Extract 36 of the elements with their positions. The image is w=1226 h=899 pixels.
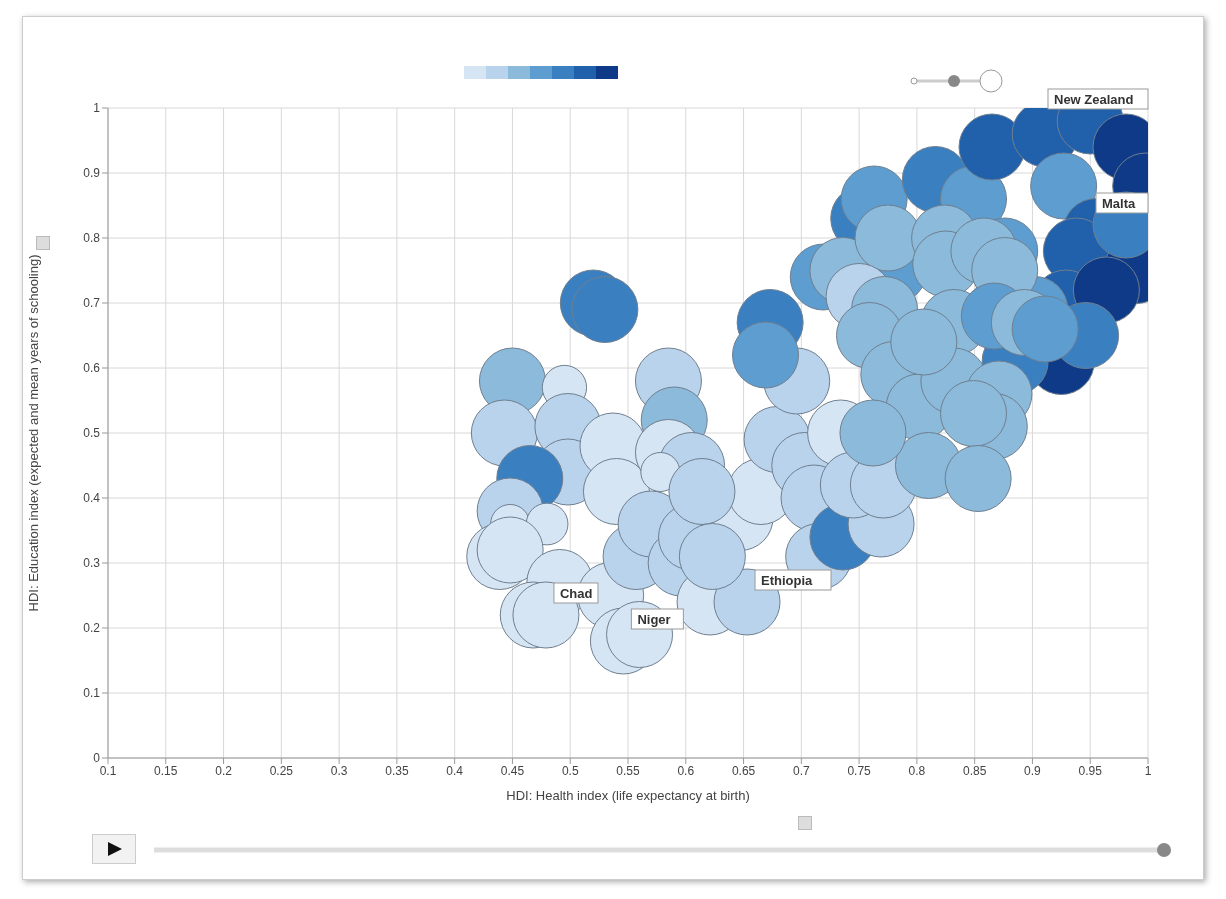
x-tick-label: 0.9 bbox=[1024, 763, 1042, 778]
y-tick-label: 1 bbox=[93, 101, 101, 116]
y-tick-label: 0.7 bbox=[83, 296, 101, 311]
x-tick-label: 0.35 bbox=[385, 763, 409, 778]
x-tick-label: 0.25 bbox=[269, 763, 294, 778]
x-tick-label: 0.3 bbox=[330, 763, 348, 778]
x-tick-label: 0.85 bbox=[962, 763, 987, 778]
y-tick-label: 0.1 bbox=[83, 686, 101, 701]
x-tick-label: 0.15 bbox=[154, 763, 178, 778]
y-axis-title: HDI: Education index (expected and mean years of schooling) bbox=[25, 254, 41, 612]
x-tick-label: 0.8 bbox=[908, 763, 926, 778]
y-tick-label: 0.9 bbox=[83, 166, 101, 181]
x-tick-label: 0.65 bbox=[731, 763, 756, 778]
y-tick-label: 0.4 bbox=[83, 491, 101, 506]
y-tick-label: 0.3 bbox=[83, 556, 101, 571]
x-tick-label: 0.6 bbox=[677, 763, 695, 778]
annotation: Ethiopia bbox=[761, 573, 814, 588]
y-tick-label: 0.5 bbox=[83, 426, 101, 441]
x-tick-label: 0.4 bbox=[446, 763, 464, 778]
y-tick-label: 0 bbox=[93, 751, 101, 766]
x-tick-label: 0.95 bbox=[1078, 763, 1103, 778]
x-tick-label: 0.45 bbox=[500, 763, 525, 778]
x-tick-label: 1 bbox=[1144, 763, 1152, 778]
annotation: Niger bbox=[637, 612, 671, 627]
x-axis-title: HDI: Health index (life expectancy at birth) bbox=[506, 788, 750, 803]
x-tick-label: 0.55 bbox=[616, 763, 640, 778]
annotation: New Zealand bbox=[1054, 92, 1134, 107]
x-tick-label: 0.7 bbox=[792, 763, 810, 778]
x-tick-label: 0.75 bbox=[847, 763, 872, 778]
y-tick-label: 0.6 bbox=[83, 361, 101, 376]
annotation: Malta bbox=[1102, 196, 1136, 211]
annotation: Chad bbox=[559, 586, 593, 601]
y-tick-label: 0.2 bbox=[83, 621, 101, 636]
x-tick-label: 0.2 bbox=[215, 763, 233, 778]
y-tick-label: 0.8 bbox=[83, 231, 101, 246]
x-tick-label: 0.5 bbox=[561, 763, 579, 778]
